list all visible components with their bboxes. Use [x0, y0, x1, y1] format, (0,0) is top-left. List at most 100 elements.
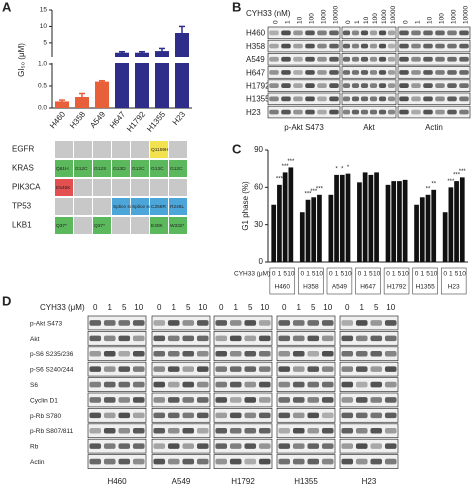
- blot-band: [167, 443, 180, 449]
- mutation-cell: [131, 217, 149, 234]
- blot-band: [281, 109, 291, 115]
- blot-frame: [341, 53, 397, 66]
- blot-band: [321, 366, 334, 372]
- y-tick-label: 30: [254, 220, 263, 229]
- blot-band: [258, 366, 271, 372]
- mutation-label: E545K: [56, 185, 71, 191]
- blot-band: [167, 427, 180, 434]
- bar: [75, 97, 89, 108]
- blot-band: [459, 96, 469, 102]
- bar: [282, 172, 288, 262]
- dose-label: 0: [273, 20, 280, 24]
- blot-band: [182, 412, 195, 419]
- dose-label: 0: [403, 20, 410, 24]
- mutation-label: Q37*: [94, 223, 105, 229]
- mutation-cell: [55, 198, 73, 215]
- blot-band: [258, 335, 271, 342]
- dose-label: 5: [311, 303, 316, 312]
- blot-band: [269, 70, 279, 75]
- blot-band: [355, 335, 368, 342]
- blot-band: [399, 83, 409, 88]
- bar: [391, 181, 397, 262]
- blot-band: [278, 366, 291, 372]
- blot-band: [317, 70, 327, 75]
- blot-band: [355, 350, 368, 357]
- blot-band: [89, 458, 102, 465]
- protein-label: p-Rb S807/811: [30, 428, 74, 435]
- cell-line-label: H358: [246, 42, 266, 51]
- blot-frame: [276, 454, 336, 469]
- blot-band: [307, 397, 320, 403]
- blot-frame: [213, 377, 273, 392]
- blot-band: [329, 43, 339, 49]
- mutation-cell: [131, 179, 149, 196]
- blot-band: [423, 70, 433, 75]
- blot-band: [89, 350, 102, 357]
- blot-band: [355, 427, 368, 434]
- blot-band: [411, 83, 421, 88]
- dose-label: 1: [306, 271, 310, 278]
- blot-band: [369, 109, 378, 115]
- blot-frame: [87, 408, 147, 423]
- blot-band: [292, 397, 305, 403]
- blot-band: [244, 458, 257, 465]
- blot-band: [278, 427, 291, 434]
- blot-band: [269, 30, 279, 36]
- dose-label: 0: [219, 303, 224, 312]
- blot-band: [341, 381, 354, 388]
- blot-band: [281, 83, 291, 88]
- blot-band: [278, 412, 291, 419]
- mutation-cell: [55, 179, 73, 196]
- blot-band: [305, 30, 315, 36]
- blot-frame: [213, 438, 273, 454]
- blot-band: [459, 83, 469, 88]
- axis-break: [48, 57, 194, 63]
- blot-band: [307, 381, 320, 388]
- blot-band: [307, 412, 320, 419]
- blot-band: [196, 381, 209, 388]
- mutation-cell: [169, 179, 187, 196]
- blot-band: [118, 381, 131, 388]
- blot-band: [293, 43, 303, 49]
- blot-band: [292, 350, 305, 357]
- significance: **: [426, 186, 431, 192]
- dose-label: 1: [420, 271, 424, 278]
- protein-label: p-S6 S235/236: [30, 351, 74, 358]
- blot-band: [384, 350, 397, 357]
- blot-band: [378, 83, 387, 88]
- bar: [368, 174, 374, 262]
- dose-label: 0: [386, 271, 390, 278]
- blot-band: [153, 366, 166, 372]
- dose-label: 10: [386, 303, 395, 312]
- mutation-cell: [150, 198, 168, 215]
- blot-band: [244, 350, 257, 357]
- group-box: [412, 267, 438, 295]
- blot-frame: [339, 346, 399, 362]
- blot-band: [384, 458, 397, 465]
- blot-frame: [213, 454, 273, 469]
- mutation-cell: [112, 179, 130, 196]
- bar: [397, 181, 402, 262]
- protein-label: p-Rb S780: [30, 413, 61, 420]
- blot-band: [244, 427, 257, 434]
- dose-label: 1: [335, 271, 339, 278]
- blot-band: [370, 412, 383, 419]
- blot-band: [132, 335, 145, 342]
- blot-band: [321, 397, 334, 403]
- blot-band: [132, 443, 145, 449]
- dose-label: 0: [300, 271, 304, 278]
- blot-band: [317, 109, 327, 115]
- blot-band: [258, 397, 271, 403]
- blot-band: [167, 381, 180, 388]
- blot-band: [229, 320, 242, 326]
- blot-band: [370, 397, 383, 403]
- blot-frame: [397, 92, 471, 106]
- mutation-cell: [150, 160, 168, 177]
- blot-band: [258, 381, 271, 388]
- blot-band: [118, 366, 131, 372]
- cell-line-label: H460: [107, 477, 127, 486]
- blot-frame: [151, 331, 211, 346]
- blot-band: [103, 350, 116, 357]
- blot-band: [167, 366, 180, 372]
- blot-band: [89, 427, 102, 434]
